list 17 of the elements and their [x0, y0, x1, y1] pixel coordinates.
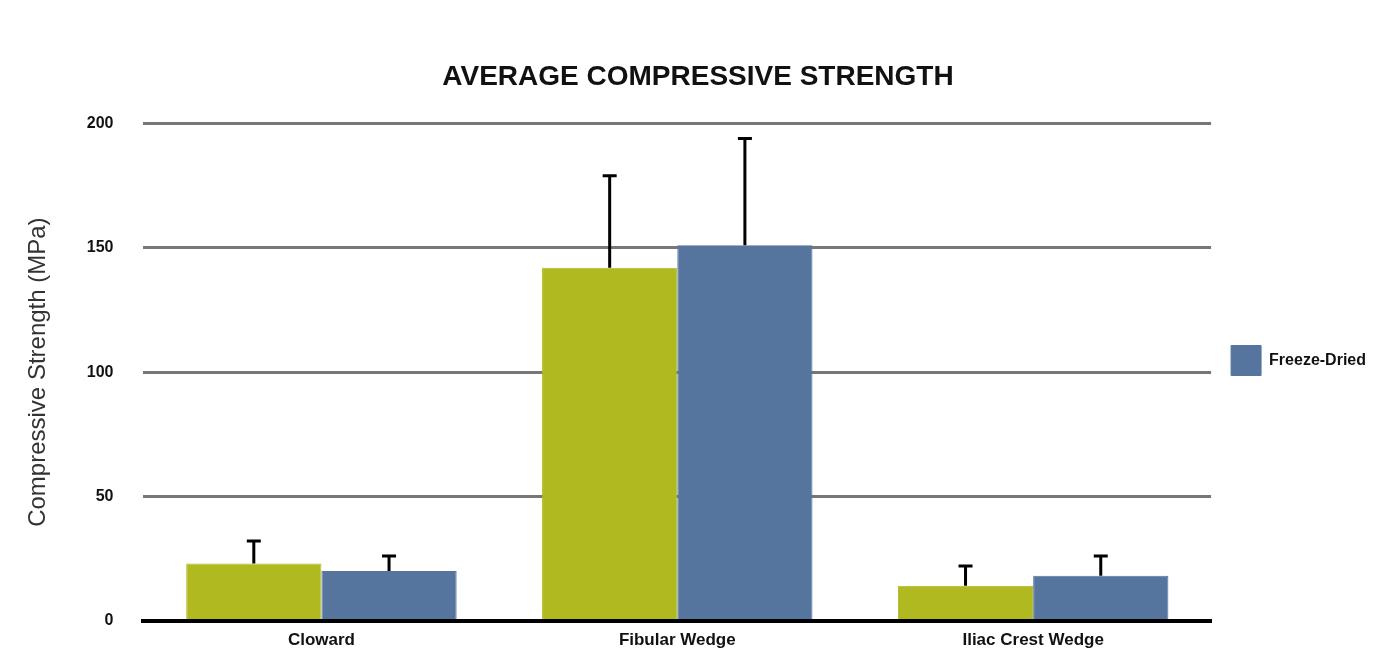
bar — [1033, 575, 1169, 620]
bar — [897, 585, 1034, 620]
y-tick-label: 100 — [86, 362, 114, 380]
y-tick-label: 200 — [86, 114, 114, 132]
x-tick-label: Fibular Wedge — [618, 630, 736, 650]
bar — [677, 245, 813, 620]
y-tick-label: 0 — [104, 611, 114, 629]
bar — [542, 267, 678, 620]
y-tick-label: 50 — [95, 486, 114, 504]
y-axis-title: Compressive Strength (MPa) — [23, 217, 51, 527]
chart-title: AVERAGE COMPRESSIVE STRENGTH — [442, 59, 954, 91]
bar — [186, 563, 322, 620]
y-tick-label: 150 — [86, 238, 114, 256]
bar — [321, 570, 457, 620]
legend-label: Freeze-Dried — [1269, 350, 1366, 368]
x-tick-label: Cloward — [287, 630, 355, 650]
x-tick-label: Iliac Crest Wedge — [962, 630, 1104, 650]
